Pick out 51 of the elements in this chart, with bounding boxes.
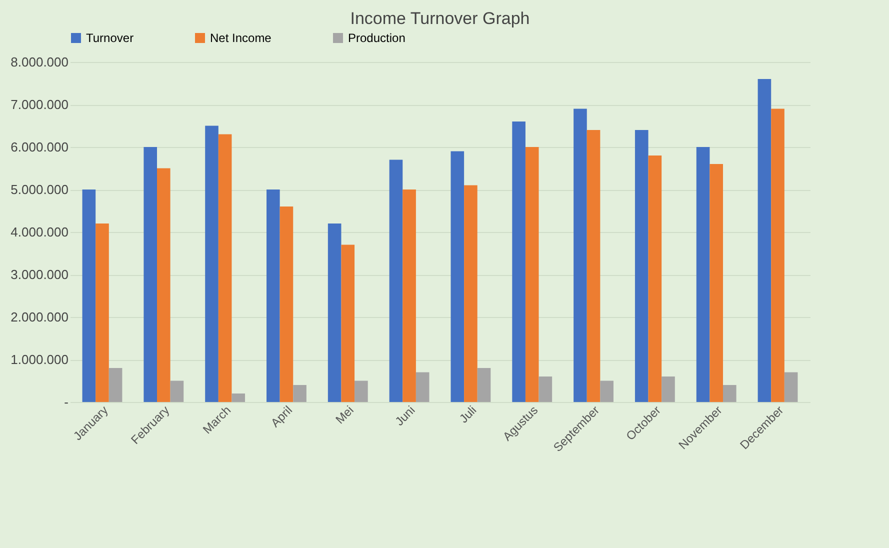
bar <box>600 380 614 402</box>
bar <box>648 156 662 402</box>
bar <box>82 190 96 402</box>
bar <box>771 108 784 402</box>
legend-label: Production <box>348 31 406 45</box>
legend-label: Turnover <box>86 31 134 45</box>
bar <box>108 368 122 402</box>
bar <box>341 244 355 402</box>
bar <box>662 376 675 402</box>
bar <box>96 224 109 402</box>
bar <box>144 147 157 402</box>
bar <box>758 79 772 402</box>
bar <box>634 130 648 402</box>
bar <box>723 385 736 402</box>
bar <box>293 385 306 402</box>
bar <box>525 147 539 402</box>
y-tick-label: 8.000.000 <box>10 54 68 70</box>
bar <box>402 190 416 402</box>
bar <box>416 372 430 402</box>
y-tick-label: 6.000.000 <box>10 140 68 154</box>
bar <box>266 190 280 402</box>
y-tick-label: 3.000.000 <box>10 267 68 282</box>
bar <box>477 368 491 402</box>
bar <box>464 185 478 402</box>
y-tick-label: 1.000.000 <box>10 352 68 367</box>
bar <box>538 376 552 402</box>
bar <box>696 147 710 402</box>
y-tick-label: 7.000.000 <box>10 97 68 112</box>
bar <box>232 394 246 402</box>
legend-label: Net Income <box>210 31 272 45</box>
bar <box>512 122 526 402</box>
bar <box>170 380 184 402</box>
x-tick-label: Juli <box>456 403 480 426</box>
y-tick-label: 5.000.000 <box>10 182 68 197</box>
bar <box>157 168 170 402</box>
x-tick-label: Mei <box>332 403 356 427</box>
bar <box>710 164 723 402</box>
bar <box>354 380 368 402</box>
y-tick-label: 4.000.000 <box>10 224 68 240</box>
chart-title: Income Turnover Graph <box>350 9 530 28</box>
bar <box>280 206 294 402</box>
bar <box>328 224 342 402</box>
bar <box>205 126 218 402</box>
bar <box>389 160 403 402</box>
y-tick-label: - <box>64 394 68 410</box>
bar <box>586 130 600 402</box>
bar <box>450 151 464 402</box>
bar <box>574 108 587 402</box>
y-tick-label: 2.000.000 <box>10 310 68 324</box>
bar <box>784 372 798 402</box>
bar <box>218 134 232 402</box>
